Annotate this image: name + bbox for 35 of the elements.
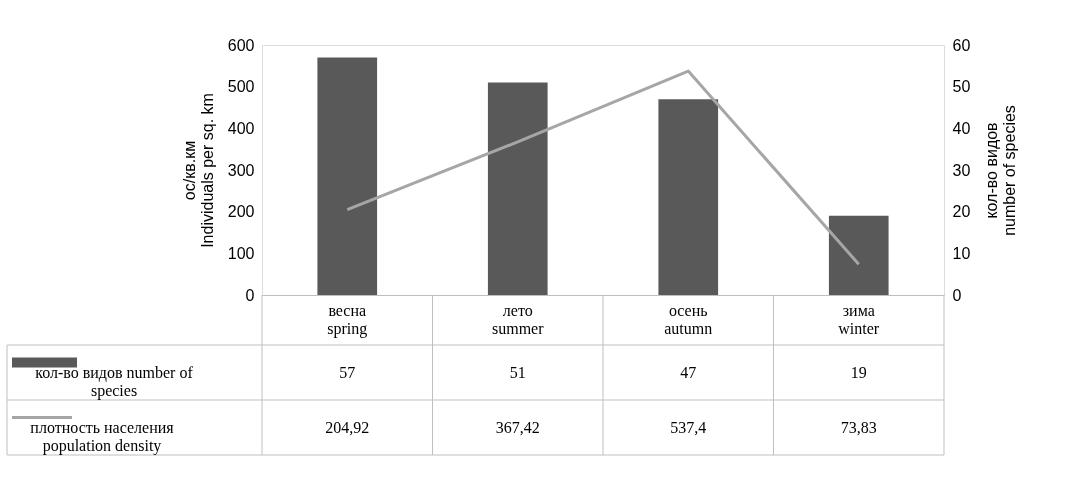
data-label: 537,4 [670, 418, 707, 436]
x-tick-label: лето summer [491, 302, 545, 337]
y-tick-label: 0 [245, 286, 255, 304]
y2-tick-label: 30 [952, 161, 971, 179]
y-tick-label: 200 [227, 203, 255, 221]
y-tick-label: 400 [227, 119, 255, 137]
bar [317, 57, 378, 295]
data-label: 367,42 [495, 418, 540, 436]
legend-label: плотность населения population density [30, 418, 175, 455]
x-tick-label: весна spring [327, 302, 368, 338]
y2-axis-title: кол-во видов number of species [983, 105, 1019, 236]
data-label: 57 [339, 363, 356, 381]
x-tick-label: зима winter [838, 302, 880, 337]
y2-tick-label: 50 [952, 78, 971, 96]
y-tick-label: 300 [227, 161, 255, 179]
data-label: 47 [680, 363, 697, 381]
bar [487, 82, 548, 295]
y2-tick-label: 0 [952, 286, 962, 304]
x-tick-label: осень autumn [664, 302, 713, 337]
data-label: 204,92 [325, 418, 370, 436]
bar [828, 215, 889, 295]
y-axis-title: ос/кв.км Individuals per sq. km [180, 93, 216, 248]
data-label: 19 [850, 363, 867, 381]
y-tick-label: 600 [227, 36, 255, 54]
y2-tick-label: 10 [952, 244, 971, 262]
legend-label: кол-во видов number of species [35, 363, 194, 400]
line-series [345, 69, 861, 266]
y2-tick-label: 20 [952, 203, 971, 221]
y-tick-label: 100 [227, 244, 255, 262]
y-tick-label: 500 [227, 78, 255, 96]
data-label: 73,83 [840, 418, 877, 436]
data-label: 51 [509, 363, 526, 381]
bar [658, 99, 719, 295]
y2-tick-label: 40 [952, 119, 971, 137]
y2-tick-label: 60 [952, 36, 971, 54]
